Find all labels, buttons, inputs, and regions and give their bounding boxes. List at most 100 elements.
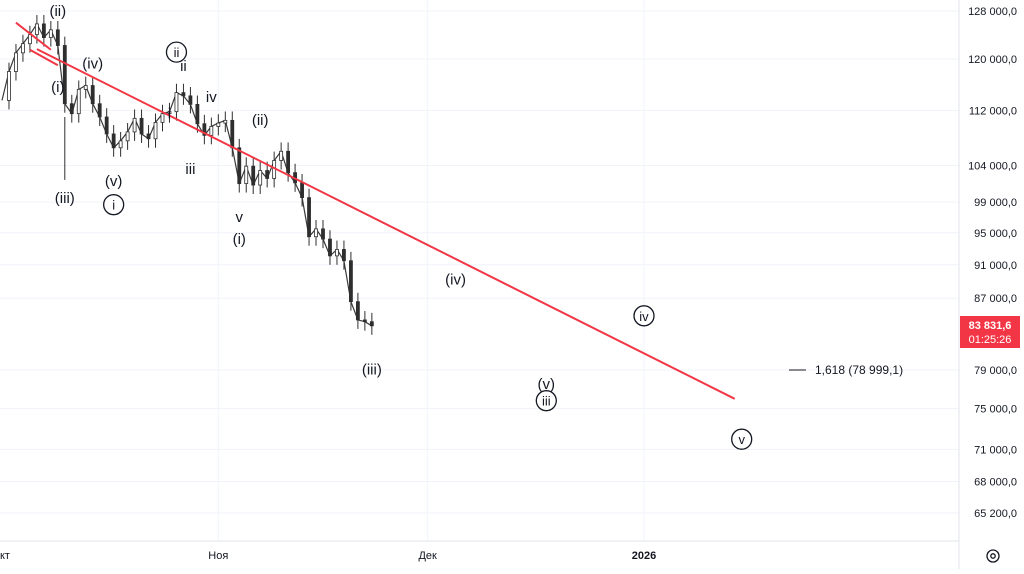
price-candle-body bbox=[132, 117, 137, 133]
price-candle-body bbox=[307, 197, 311, 238]
price-candle-body bbox=[146, 133, 151, 140]
wave-label: iv bbox=[639, 309, 649, 324]
wave-label: (v) bbox=[105, 173, 123, 190]
wave-label: ii bbox=[174, 45, 180, 60]
wave-label: (i) bbox=[233, 231, 246, 248]
trendline[interactable] bbox=[36, 48, 736, 400]
time-tick-label: кт bbox=[0, 550, 10, 562]
price-candle-body bbox=[125, 131, 130, 142]
price-candle-body bbox=[174, 92, 179, 113]
channel-line-upper[interactable] bbox=[15, 21, 52, 51]
wave-label: (iv) bbox=[445, 272, 466, 289]
price-candle-body bbox=[14, 52, 18, 72]
price-candle-body bbox=[181, 92, 186, 97]
price-series bbox=[1, 15, 374, 335]
wave-circle bbox=[165, 41, 188, 63]
countdown-label: 01:25:26 bbox=[969, 334, 1012, 346]
time-tick-label: Дек bbox=[418, 550, 437, 562]
price-tick-label: 75 000,0 bbox=[974, 404, 1017, 416]
wave-label: v bbox=[738, 432, 745, 447]
price-candle-body bbox=[153, 121, 158, 140]
current-price-label: 83 831,6 bbox=[969, 320, 1012, 332]
price-candle-body bbox=[167, 111, 172, 115]
price-candle-body bbox=[21, 43, 25, 54]
wave-label: i bbox=[112, 198, 115, 213]
price-tick-label: 79 000,0 bbox=[974, 365, 1017, 377]
wave-label: (i) bbox=[51, 79, 64, 96]
price-tick-label: 95 000,0 bbox=[974, 228, 1017, 240]
price-candle-body bbox=[48, 29, 53, 39]
price-candle-body bbox=[230, 119, 235, 149]
price-tick-label: 68 000,0 bbox=[974, 477, 1017, 489]
price-candle-body bbox=[216, 122, 221, 127]
fib-level-label: 1,618 (78 999,1) bbox=[815, 363, 903, 377]
drawings[interactable]: 1,618 (78 999,1) bbox=[15, 21, 903, 400]
wave-circle bbox=[535, 390, 557, 412]
price-candle-body bbox=[104, 116, 109, 135]
wave-circle bbox=[633, 305, 655, 327]
wave-label: (v) bbox=[538, 376, 556, 393]
price-candle-body bbox=[223, 119, 228, 124]
price-candle-body bbox=[34, 23, 39, 36]
price-candle-body bbox=[342, 249, 346, 262]
gear-icon-hub bbox=[990, 553, 996, 559]
wave-label: iii bbox=[542, 394, 551, 409]
price-candle-body bbox=[349, 260, 353, 303]
gear-icon[interactable] bbox=[986, 549, 1000, 563]
price-tick-label: 65 200,0 bbox=[974, 508, 1017, 520]
price-candle-body bbox=[160, 113, 165, 123]
time-tick-label: 2026 bbox=[632, 550, 656, 562]
price-tick-label: 99 000,0 bbox=[974, 197, 1017, 209]
price-candle-body bbox=[237, 147, 242, 184]
price-candle-body bbox=[97, 103, 102, 118]
price-candle-body bbox=[55, 29, 60, 46]
price-candle-body bbox=[7, 71, 11, 101]
wave-label: (ii) bbox=[49, 3, 66, 20]
price-candle-body bbox=[369, 321, 374, 327]
price-candle-body bbox=[111, 133, 116, 149]
price-candle-body bbox=[362, 319, 367, 323]
price-candle-body bbox=[188, 95, 193, 105]
price-candle-body bbox=[62, 45, 67, 105]
gear-icon-ring bbox=[986, 549, 1000, 563]
price-candle-body bbox=[355, 301, 360, 321]
price-tick-label: 112 000,0 bbox=[969, 105, 1017, 117]
price-candle-body bbox=[41, 23, 46, 39]
price-tick-label: 128 000,0 bbox=[968, 6, 1017, 18]
price-candle-body bbox=[209, 126, 214, 136]
price-candle-body bbox=[76, 88, 81, 115]
price-candle-body bbox=[286, 150, 291, 174]
price-candle-body bbox=[139, 117, 144, 135]
price-candle-body bbox=[118, 140, 123, 149]
price-candle-body bbox=[195, 103, 200, 125]
wave-label: (iv) bbox=[82, 55, 103, 72]
price-candle-body bbox=[258, 170, 263, 186]
price-candle-body bbox=[83, 85, 88, 90]
price-tick-label: 91 000,0 bbox=[974, 260, 1017, 272]
price-tick-label: 71 000,0 bbox=[974, 444, 1017, 456]
time-tick-label: Ноя bbox=[208, 550, 228, 562]
wave-circle bbox=[103, 194, 125, 216]
price-candle-body bbox=[321, 228, 325, 240]
wave-label: (iii) bbox=[362, 362, 382, 379]
wave-label: v bbox=[236, 209, 244, 226]
price-candle-body bbox=[300, 182, 304, 199]
wave-label: iii bbox=[185, 161, 195, 178]
wave-circle bbox=[731, 428, 753, 450]
price-tick-label: 87 000,0 bbox=[974, 293, 1017, 305]
price-tick-label: 104 000,0 bbox=[968, 160, 1017, 172]
price-candle-body bbox=[279, 150, 284, 161]
price-candle-body bbox=[90, 85, 95, 105]
wave-labels: (ii)(iv)(i)(iii)(v)iiiiiiiviii(ii)v(i)(i… bbox=[49, 3, 753, 450]
price-tick-label: 120 000,0 bbox=[968, 54, 1017, 66]
price-candle-body bbox=[202, 123, 207, 136]
price-candle-body bbox=[335, 249, 339, 257]
channel-line-lower[interactable] bbox=[29, 48, 59, 67]
wave-label: ii bbox=[180, 58, 187, 75]
wave-label: i bbox=[168, 105, 171, 122]
price-candle-body bbox=[314, 228, 318, 238]
